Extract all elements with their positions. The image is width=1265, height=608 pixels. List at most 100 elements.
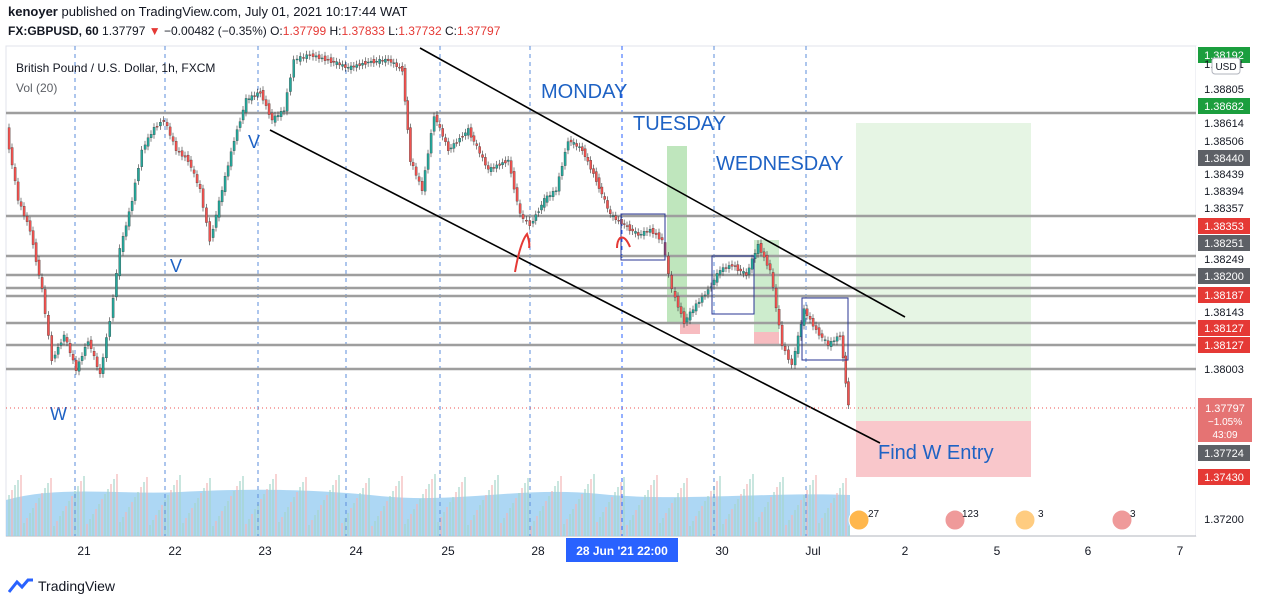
volume-bar	[479, 505, 481, 536]
current-price-change: −1.05%	[1208, 417, 1242, 428]
candle-body	[358, 63, 361, 66]
footer-brand[interactable]: TradingView	[8, 578, 115, 594]
candle-body	[694, 303, 698, 312]
candle-body	[389, 59, 393, 63]
candle-body	[670, 274, 674, 289]
volume-bar	[485, 495, 487, 536]
volume-bar	[743, 489, 745, 536]
candle-body	[16, 181, 20, 201]
candle-body	[226, 165, 230, 177]
candle-body	[108, 321, 112, 337]
event-flag-icon[interactable]	[944, 509, 966, 531]
volume-bar	[506, 513, 508, 536]
price-tick-highlight	[1198, 320, 1250, 336]
candle-body	[628, 224, 632, 231]
candle-body	[355, 64, 359, 68]
volume-bar	[128, 507, 130, 536]
currency-badge[interactable]	[1211, 57, 1241, 75]
upper-channel-line[interactable]	[419, 47, 906, 318]
volume-bar	[602, 512, 604, 536]
target-zone[interactable]	[856, 123, 1031, 421]
candle-body	[423, 170, 427, 192]
volume-bar	[404, 524, 406, 536]
candle-body	[31, 230, 35, 245]
volume-bar	[107, 489, 109, 536]
volume-bar	[596, 522, 598, 536]
volume-bar	[716, 481, 718, 536]
volume-bar	[344, 518, 346, 536]
volume-bar	[515, 498, 517, 536]
candle-body	[820, 333, 824, 338]
candle-body	[395, 62, 398, 67]
candle-body	[534, 214, 538, 221]
volume-bar	[248, 519, 250, 536]
volume-bar	[755, 522, 757, 536]
price-tick-label: 1.38127	[1204, 340, 1244, 352]
volume-bar	[284, 512, 286, 536]
candle-body	[578, 146, 581, 148]
candle-body	[62, 334, 66, 342]
candle-body	[165, 122, 169, 127]
candle-body	[438, 124, 442, 128]
lower-channel-line[interactable]	[269, 129, 881, 444]
price-tick-highlight	[1198, 287, 1250, 303]
candle-body	[177, 151, 181, 153]
candle-body	[691, 309, 695, 314]
wednesday-box[interactable]	[801, 297, 849, 361]
volume-bar	[551, 491, 553, 536]
volume-bar	[50, 478, 52, 536]
time-tick-label: 25	[441, 544, 455, 558]
volume-bar	[254, 509, 256, 536]
volume-bar	[32, 508, 34, 536]
volume-bar	[482, 500, 484, 536]
low-label: L:	[388, 24, 399, 38]
down-arrow-icon: ▼	[148, 24, 161, 38]
candle-body	[495, 164, 499, 169]
candle-body	[253, 95, 256, 97]
candle-body	[498, 163, 501, 166]
candle-body	[414, 166, 418, 176]
candle-body	[214, 214, 218, 228]
candle-body	[739, 268, 742, 272]
volume-bar	[146, 477, 148, 536]
volume-bar	[500, 523, 502, 536]
volume-bar	[680, 488, 682, 536]
horizontal-levels	[6, 111, 1196, 371]
candle-body	[98, 367, 102, 374]
v-label-2: V	[170, 256, 182, 276]
chart-legend-title: British Pound / U.S. Dollar, 1h, FXCM	[16, 61, 215, 75]
volume-bar	[761, 512, 763, 536]
author-name[interactable]: kenoyer	[8, 4, 58, 19]
volume-bar	[800, 500, 802, 536]
volume-bar	[827, 508, 829, 536]
candle-body	[40, 277, 44, 289]
event-flag-icon[interactable]	[848, 509, 870, 531]
event-badge-count: 3	[1038, 509, 1044, 520]
candle-body	[171, 136, 175, 142]
candle-body	[631, 228, 634, 232]
candle-body	[401, 66, 404, 72]
chart-canvas[interactable]: MONDAY TUESDAY WEDNESDAY V V W Find W En…	[0, 0, 1265, 575]
volume-bar	[302, 482, 304, 536]
event-flag-icon[interactable]	[1111, 509, 1133, 531]
volume-bar	[197, 498, 199, 536]
volume-bar	[524, 483, 526, 536]
event-flag-icon[interactable]	[1014, 509, 1036, 531]
price-tick-label: 1.37200	[1204, 514, 1244, 526]
stop-zone[interactable]	[856, 421, 1031, 477]
candle-body	[398, 67, 401, 69]
volume-bar	[758, 517, 760, 536]
volume-bar	[221, 511, 223, 536]
candle-countdown: 43:09	[1212, 430, 1237, 441]
volume-bar	[530, 526, 532, 536]
candle-body	[447, 141, 450, 151]
tuesday-box[interactable]	[711, 255, 755, 315]
candle-body	[472, 135, 476, 142]
candle-body	[634, 231, 637, 234]
candle-body	[515, 187, 519, 202]
volume-bar	[410, 514, 412, 536]
volume-bar	[581, 494, 583, 536]
volume-bar	[317, 510, 319, 536]
candle-body	[77, 361, 81, 372]
volume-bar	[152, 520, 154, 536]
